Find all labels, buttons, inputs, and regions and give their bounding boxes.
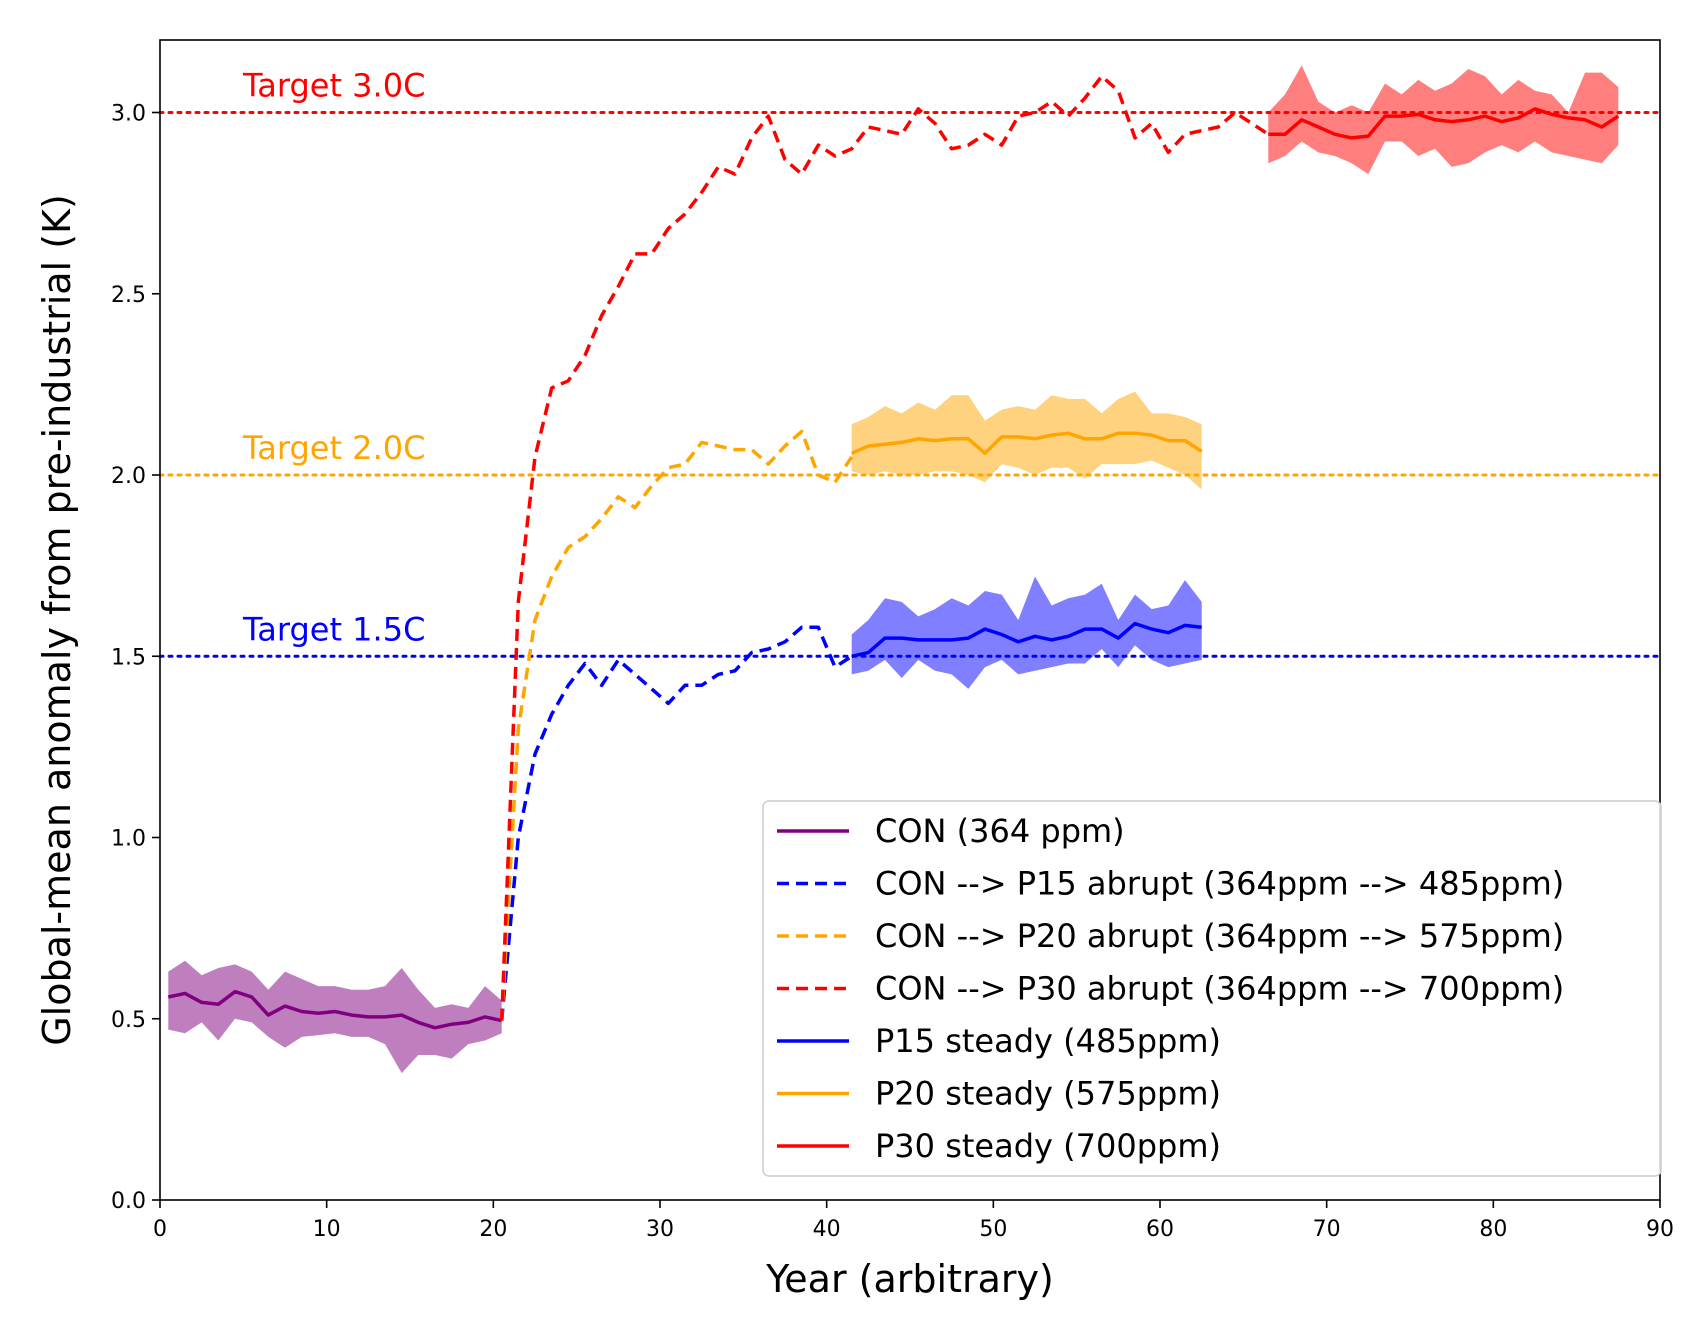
band-con-364-ppm — [168, 960, 502, 1074]
x-tick-label: 80 — [1479, 1217, 1507, 1242]
x-tick-label: 10 — [313, 1217, 341, 1242]
x-tick-label: 40 — [813, 1217, 841, 1242]
legend-label-con-p30-abrupt-364ppm-700ppm: CON --> P30 abrupt (364ppm --> 700ppm) — [875, 970, 1564, 1008]
y-tick-label: 2.5 — [111, 283, 146, 308]
legend-box — [762, 800, 1662, 1177]
legend-label-con-p15-abrupt-364ppm-485ppm: CON --> P15 abrupt (364ppm --> 485ppm) — [875, 865, 1564, 903]
uncertainty-bands — [168, 65, 1619, 1074]
series-line-p15-steady-485ppm — [851, 621, 1202, 659]
x-axis-label: Year (arbitrary) — [765, 1257, 1054, 1301]
legend-label-p20-steady-575ppm: P20 steady (575ppm) — [875, 1075, 1221, 1113]
legend-label-con-p20-abrupt-364ppm-575ppm: CON --> P20 abrupt (364ppm --> 575ppm) — [875, 917, 1564, 955]
y-tick-label: 0.0 — [111, 1189, 146, 1214]
series-lines — [167, 74, 1620, 1030]
x-tick-label: 30 — [646, 1217, 674, 1242]
y-tick-label: 3.0 — [111, 102, 146, 127]
x-tick-label: 20 — [479, 1217, 507, 1242]
y-tick-label: 2.0 — [111, 464, 146, 489]
series-line-con-p30-abrupt-364ppm-700ppm — [499, 74, 1270, 1021]
legend-label-p30-steady-700ppm: P30 steady (700ppm) — [875, 1127, 1221, 1165]
x-tick-label: 0 — [153, 1217, 167, 1242]
y-tick-label: 1.0 — [111, 827, 146, 852]
band-p20-steady-575ppm — [851, 391, 1202, 490]
series-line-con-p15-abrupt-364ppm-485ppm — [499, 625, 853, 1021]
plot-area-frame — [159, 39, 1661, 1201]
legend: CON (364 ppm) CON --> P15 abrupt (364ppm … — [762, 800, 1662, 1177]
y-tick-label: 1.5 — [111, 645, 146, 670]
target-lines: Target 1.5C Target 2.0C Target 3.0C — [158, 67, 1662, 658]
series-line-p20-steady-575ppm — [850, 431, 1203, 456]
series-line-p30-steady-700ppm — [1268, 107, 1620, 140]
legend-label-p15-steady-485ppm: P15 steady (485ppm) — [875, 1022, 1221, 1060]
target-label-target-2-0c: Target 2.0C — [242, 429, 425, 467]
series-line-con-364-ppm — [167, 989, 503, 1030]
series-line-con-p20-abrupt-364ppm-575ppm — [499, 429, 854, 1021]
x-tick-label: 90 — [1646, 1217, 1674, 1242]
x-tick-label: 60 — [1146, 1217, 1174, 1242]
y-tick-label: 0.5 — [111, 1008, 146, 1033]
legend-label-con-364-ppm: CON (364 ppm) — [875, 812, 1125, 850]
x-tick-label: 70 — [1313, 1217, 1341, 1242]
target-label-target-1-5c: Target 1.5C — [242, 610, 425, 648]
band-p15-steady-485ppm — [851, 576, 1202, 689]
target-label-target-3-0c: Target 3.0C — [242, 67, 425, 105]
x-tick-label: 50 — [979, 1217, 1007, 1242]
axis-ticks: 0 10 20 30 40 50 60 70 80 90 0.0 0.5 1.0 1.5 2.0 2.5 3.0 — [111, 102, 1674, 1243]
y-axis-label: Global-mean anomaly from pre-industrial … — [35, 194, 79, 1046]
